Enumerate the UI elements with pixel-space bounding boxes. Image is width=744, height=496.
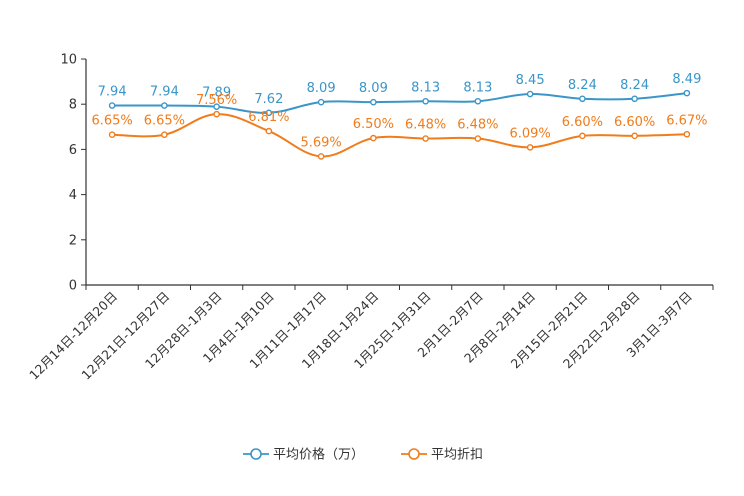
data-label: 7.94 xyxy=(98,85,127,100)
data-point[interactable] xyxy=(422,97,429,105)
y-tick-label: 4 xyxy=(69,188,77,203)
legend-item-0[interactable]: 平均价格（万） xyxy=(243,447,364,463)
data-point[interactable] xyxy=(422,135,429,142)
data-point[interactable] xyxy=(631,132,638,140)
legend-item-1[interactable]: 平均折扣 xyxy=(401,448,483,463)
data-label: 8.09 xyxy=(307,81,336,96)
data-point[interactable] xyxy=(161,102,168,109)
data-label: 8.13 xyxy=(463,80,492,95)
data-label: 6.65% xyxy=(91,114,132,129)
data-label: 6.65% xyxy=(144,114,185,129)
legend-label: 平均价格（万） xyxy=(273,447,364,463)
data-label: 6.50% xyxy=(353,117,394,132)
y-tick-label: 8 xyxy=(69,98,77,113)
data-point[interactable] xyxy=(370,98,377,106)
data-label: 7.94 xyxy=(150,85,179,100)
data-label: 6.81% xyxy=(248,110,289,125)
data-point[interactable] xyxy=(526,144,534,151)
data-label: 7.56% xyxy=(196,93,237,108)
y-tick-label: 0 xyxy=(69,279,77,294)
series-lines xyxy=(108,89,691,160)
data-label: 8.24 xyxy=(620,78,649,93)
data-point[interactable] xyxy=(683,130,691,138)
series-line-1 xyxy=(112,113,687,158)
data-label: 8.45 xyxy=(516,73,545,88)
legend-label: 平均折扣 xyxy=(431,448,483,463)
data-point[interactable] xyxy=(161,131,168,139)
data-label: 6.60% xyxy=(562,115,603,130)
legend-marker-icon xyxy=(250,448,262,460)
data-point[interactable] xyxy=(579,132,586,140)
data-label: 7.62 xyxy=(254,92,283,107)
data-point[interactable] xyxy=(108,102,116,109)
data-point[interactable] xyxy=(474,97,482,105)
data-point[interactable] xyxy=(317,153,325,160)
data-label: 6.48% xyxy=(457,118,498,133)
data-point[interactable] xyxy=(631,95,638,103)
data-labels: 7.94 7.94 7.89 7.62 8.09 8.09 8.13 8.13 8.45 8.24… xyxy=(91,72,707,150)
y-tick-label: 6 xyxy=(69,143,77,158)
data-point[interactable] xyxy=(579,95,586,103)
legend[interactable]: 平均价格（万） 平均折扣 xyxy=(243,447,483,463)
data-label: 6.09% xyxy=(509,126,550,141)
data-label: 6.67% xyxy=(666,113,707,128)
data-point[interactable] xyxy=(265,127,273,135)
data-label: 6.48% xyxy=(405,118,446,133)
data-point[interactable] xyxy=(683,89,691,97)
data-point[interactable] xyxy=(526,90,534,98)
data-label: 5.69% xyxy=(300,135,341,150)
y-tick-label: 2 xyxy=(69,233,77,248)
data-point[interactable] xyxy=(213,110,220,118)
data-point[interactable] xyxy=(474,135,482,142)
data-point[interactable] xyxy=(370,134,377,142)
data-label: 8.13 xyxy=(411,80,440,95)
data-point[interactable] xyxy=(213,103,220,110)
series-line-0 xyxy=(112,92,687,114)
data-label: 8.09 xyxy=(359,81,388,96)
x-tick-label: 12月21日-12月27日 xyxy=(78,289,172,383)
data-label: 8.49 xyxy=(672,72,701,87)
legend-marker-icon xyxy=(408,448,420,460)
data-label: 7.89 xyxy=(202,86,231,101)
data-label: 8.24 xyxy=(568,78,597,93)
data-point[interactable] xyxy=(108,131,116,139)
data-point[interactable] xyxy=(265,109,273,117)
y-tick-label: 10 xyxy=(60,53,77,68)
data-point[interactable] xyxy=(317,98,325,106)
data-label: 6.60% xyxy=(614,115,655,130)
x-tick-label: 12月14日-12月20日 xyxy=(26,289,120,383)
